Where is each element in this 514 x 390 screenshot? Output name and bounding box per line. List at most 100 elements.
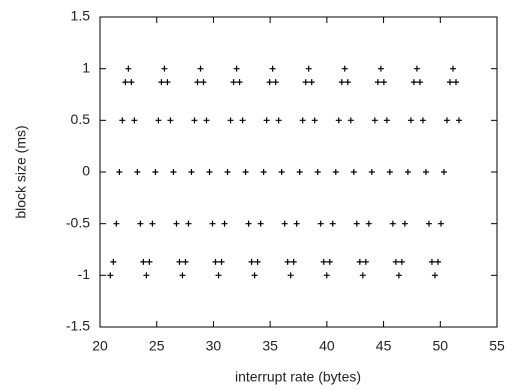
y-tick-label: 1 (82, 59, 90, 75)
point (389, 220, 396, 227)
point (233, 65, 240, 72)
point (362, 258, 369, 265)
point (158, 79, 165, 86)
x-tick-label: 40 (319, 338, 335, 354)
y-tick-label: 0.5 (71, 111, 91, 127)
point (248, 258, 255, 265)
point (293, 220, 300, 227)
point (443, 117, 450, 124)
point (437, 220, 444, 227)
point (161, 65, 168, 72)
point (299, 117, 306, 124)
point (170, 169, 177, 175)
point (263, 117, 270, 124)
point (137, 220, 144, 227)
point (224, 169, 231, 175)
point (386, 169, 393, 175)
point (407, 117, 414, 124)
x-tick-label: 20 (92, 338, 108, 354)
y-tick-label: -1.5 (66, 318, 90, 334)
point (359, 272, 366, 279)
point (350, 169, 357, 175)
point (173, 220, 180, 227)
point (245, 220, 252, 227)
point (134, 169, 141, 175)
point (338, 79, 345, 86)
x-tick-label: 55 (489, 338, 505, 354)
point (257, 220, 264, 227)
point (323, 272, 330, 279)
x-tick-label: 35 (262, 338, 278, 354)
point (254, 258, 261, 265)
point (197, 65, 204, 72)
point (227, 117, 234, 124)
point (395, 272, 402, 279)
point (305, 65, 312, 72)
point (167, 117, 174, 124)
point (215, 272, 222, 279)
x-tick-label: 30 (206, 338, 222, 354)
point (113, 220, 120, 227)
point (326, 258, 333, 265)
point (317, 220, 324, 227)
point (296, 169, 303, 175)
point (314, 169, 321, 175)
point (218, 258, 225, 265)
point (419, 117, 426, 124)
point (155, 117, 162, 124)
point (269, 65, 276, 72)
point (284, 258, 291, 265)
point (275, 117, 282, 124)
point (212, 258, 219, 265)
point (308, 79, 315, 86)
point (353, 220, 360, 227)
point (347, 117, 354, 124)
point (456, 117, 463, 124)
point (272, 79, 279, 86)
point (398, 258, 405, 265)
point (302, 79, 309, 86)
point (416, 79, 423, 86)
y-tick-label: -0.5 (66, 214, 90, 230)
point (380, 79, 387, 86)
point (107, 272, 114, 279)
point (377, 65, 384, 72)
point (413, 65, 420, 72)
point (365, 220, 372, 227)
point (287, 272, 294, 279)
point (356, 258, 363, 265)
point (452, 79, 459, 86)
point (128, 79, 135, 86)
point (191, 117, 198, 124)
point (374, 79, 381, 86)
point (410, 79, 417, 86)
point (401, 220, 408, 227)
x-tick-label: 45 (376, 338, 392, 354)
y-tick-label: 1.5 (71, 8, 91, 24)
point (242, 169, 249, 175)
y-tick-label: -1 (78, 266, 91, 282)
point (140, 258, 147, 265)
point (230, 79, 237, 86)
point (422, 169, 429, 175)
x-axis-label: interrupt rate (bytes) (235, 369, 361, 385)
point (149, 220, 156, 227)
point (182, 258, 189, 265)
point (428, 258, 435, 265)
x-tick-label: 50 (432, 338, 448, 354)
point (164, 79, 171, 86)
point (368, 169, 375, 175)
point (203, 117, 210, 124)
point (131, 117, 138, 124)
point (125, 65, 132, 72)
point (119, 117, 126, 124)
point (425, 220, 432, 227)
point (320, 258, 327, 265)
point (392, 258, 399, 265)
point (440, 169, 447, 175)
point (383, 117, 390, 124)
point (146, 258, 153, 265)
point (239, 117, 246, 124)
point (194, 79, 201, 86)
point (404, 169, 411, 175)
